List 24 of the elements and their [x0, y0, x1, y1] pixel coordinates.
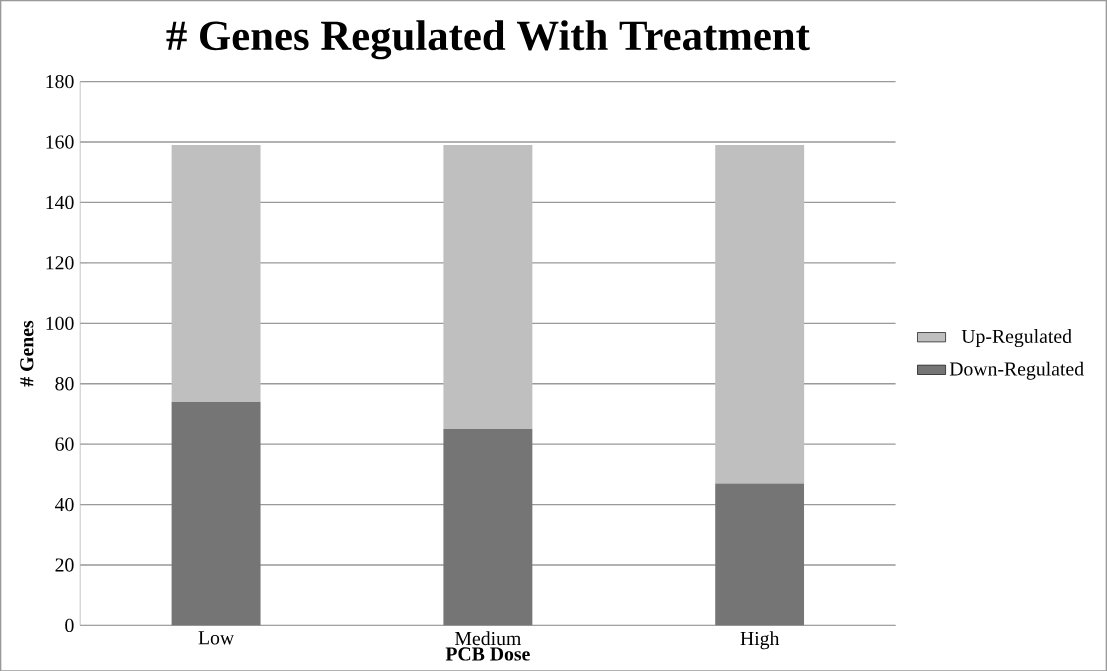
y-tick-label: 160: [46, 135, 74, 149]
y-tick-label: 100: [46, 316, 74, 330]
bar: [443, 144, 533, 429]
x-tick-label: High: [740, 631, 780, 650]
bar: [171, 144, 261, 402]
bar: [443, 428, 533, 626]
y-tick-label: 180: [46, 74, 74, 88]
y-tick-label: 20: [55, 558, 74, 572]
x-tick-label: Low: [198, 631, 235, 645]
y-tick-label: 60: [55, 437, 74, 451]
bar: [171, 401, 261, 626]
legend-label: Down-Regulated: [949, 361, 1084, 380]
y-tick-label: 0: [65, 618, 74, 632]
bar: [715, 483, 805, 626]
legend-label: Up-Regulated: [961, 328, 1072, 347]
y-tick-label: 120: [46, 255, 74, 270]
y-tick-label: 80: [55, 376, 74, 391]
x-tick-label: Medium: [455, 631, 522, 645]
chart-title: # Genes Regulated With Treatment: [166, 19, 810, 60]
y-axis-title: # Genes: [20, 320, 34, 387]
bar: [715, 144, 805, 484]
x-axis-title: PCB Dose: [445, 647, 530, 661]
y-tick-label: 140: [46, 195, 74, 209]
y-tick-label: 40: [55, 497, 74, 512]
